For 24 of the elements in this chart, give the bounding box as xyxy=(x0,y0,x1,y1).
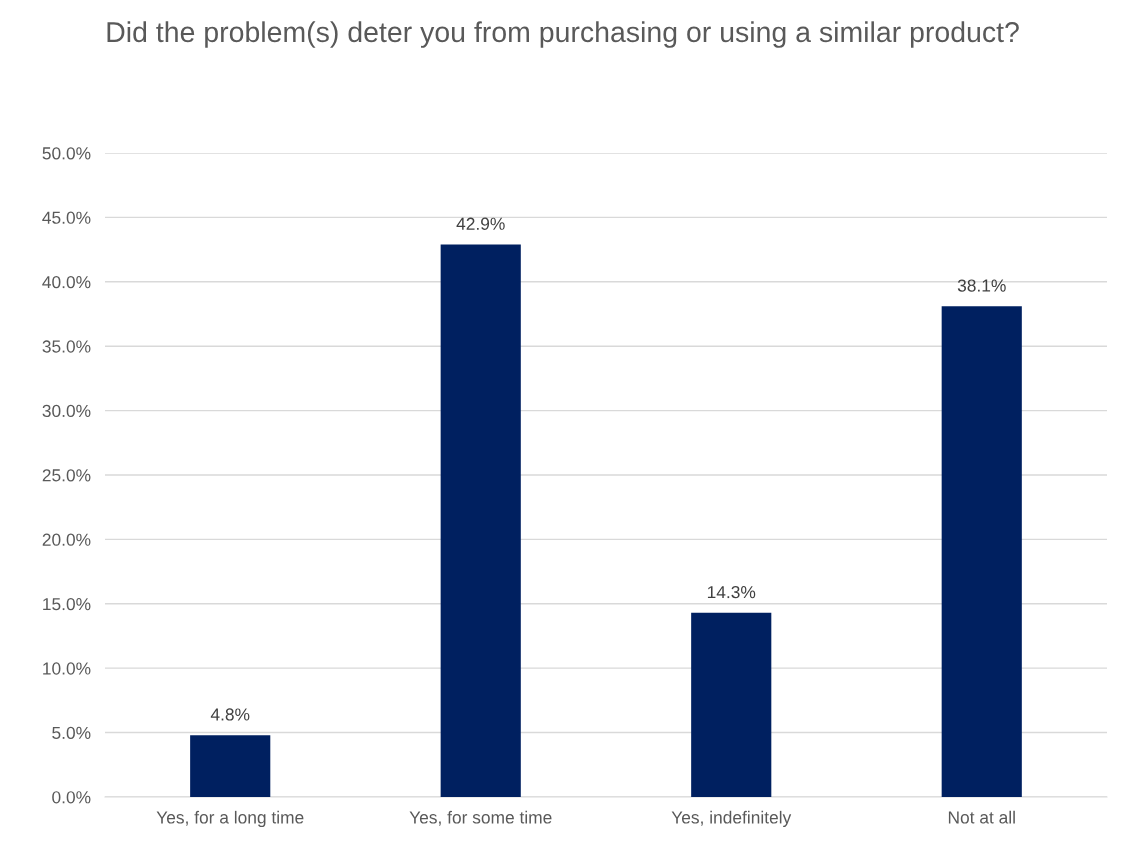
x-tick-label: Not at all xyxy=(948,810,1015,824)
y-tick-label: 35.0% xyxy=(42,340,91,353)
x-tick-label: Yes, indefinitely xyxy=(671,810,792,828)
y-tick-label: 0.0% xyxy=(52,791,91,804)
data-label: 14.3% xyxy=(707,585,756,599)
bar xyxy=(691,612,772,797)
y-tick-label: 25.0% xyxy=(42,469,91,482)
y-tick-label: 45.0% xyxy=(42,211,91,224)
x-tick-label: Yes, for some time xyxy=(409,810,552,826)
bar xyxy=(190,735,271,797)
data-label: 42.9% xyxy=(456,217,505,230)
y-tick-label: 15.0% xyxy=(43,597,91,611)
y-tick-label: 30.0% xyxy=(42,404,91,418)
chart-title: Did the problem(s) deter you from purchasing or using a similar product? xyxy=(107,21,1019,48)
y-tick-label: 40.0% xyxy=(42,275,91,289)
data-label: 4.8% xyxy=(210,708,250,721)
data-label: 38.1% xyxy=(957,279,1006,292)
bar xyxy=(440,244,521,797)
bar xyxy=(941,306,1022,797)
y-tick-label: 5.0% xyxy=(52,726,91,740)
x-tick-label: Yes, for a long time xyxy=(156,810,304,828)
y-tick-label: 10.0% xyxy=(43,662,91,675)
y-tick-label: 50.0% xyxy=(42,147,91,160)
y-tick-label: 20.0% xyxy=(42,533,91,546)
